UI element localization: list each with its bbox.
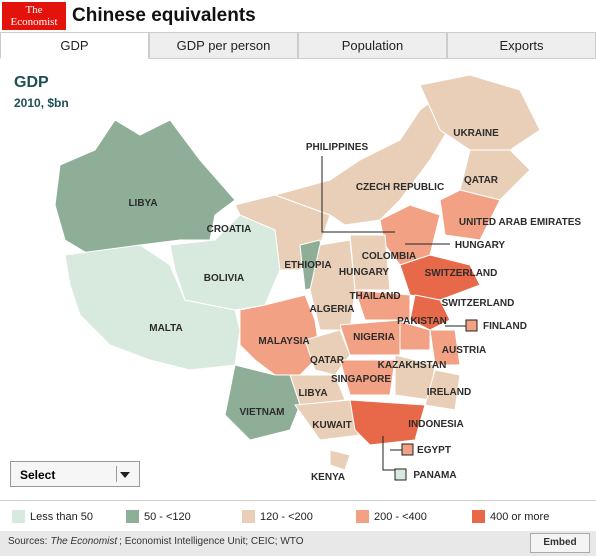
city-marker xyxy=(465,319,478,332)
region-label: FINLAND xyxy=(483,321,527,332)
region-label: SINGAPORE xyxy=(331,374,391,385)
embed-button[interactable]: Embed xyxy=(530,533,590,553)
region-label: INDONESIA xyxy=(408,419,464,430)
region-label: PHILIPPINES xyxy=(306,142,369,153)
region-label: COLOMBIA xyxy=(362,251,416,262)
province xyxy=(459,149,531,201)
region-label: UKRAINE xyxy=(453,128,499,139)
title: Chinese equivalents xyxy=(72,5,256,26)
province xyxy=(439,189,501,241)
legend-item: 120 - <200 xyxy=(242,510,313,523)
labels: UKRAINE QATAR PHILIPPINES CZECH REPUBLIC… xyxy=(128,128,581,483)
region-label: UNITED ARAB EMIRATES xyxy=(459,217,582,228)
province xyxy=(329,449,351,471)
region-label: PAKISTAN xyxy=(397,316,447,327)
legend-item: 400 or more xyxy=(472,510,549,523)
legend-swatch xyxy=(12,510,25,523)
legend-label: 400 or more xyxy=(490,510,550,523)
tab[interactable]: GDP xyxy=(0,32,149,59)
province xyxy=(419,74,541,151)
leader-line xyxy=(382,436,395,471)
map-subtitle: 2010, $bn xyxy=(14,96,69,110)
legend-label: 50 - <120 xyxy=(144,510,191,523)
province xyxy=(224,364,301,441)
map-title: GDP xyxy=(14,74,49,91)
region-label: LIBYA xyxy=(128,198,157,209)
tab[interactable]: Exports xyxy=(447,32,596,59)
logo: The Economist xyxy=(2,2,66,30)
map: GDP 2010, $bn xyxy=(14,74,581,483)
province xyxy=(339,319,401,356)
legend-item: 200 - <400 xyxy=(356,510,427,523)
region-label: VIETNAM xyxy=(240,407,285,418)
legend-item: 50 - <120 xyxy=(126,510,191,523)
region-label: NIGERIA xyxy=(353,332,395,343)
logo-line: Economist xyxy=(10,16,58,28)
region-label: KUWAIT xyxy=(312,420,351,431)
legend-item: Less than 50 xyxy=(12,510,93,523)
tabs: GDP GDP per person Population Exports xyxy=(0,32,596,59)
province xyxy=(54,119,236,256)
tab[interactable]: GDP per person xyxy=(149,32,298,59)
legend-swatch xyxy=(356,510,369,523)
province xyxy=(424,369,461,411)
legend: Less than 50 50 - <120 120 - <200 200 - <40… xyxy=(0,500,596,531)
select-label: Select xyxy=(20,468,56,482)
province xyxy=(409,294,451,331)
region-label: MALAYSIA xyxy=(258,336,309,347)
legend-label: Less than 50 xyxy=(30,510,93,523)
province xyxy=(239,294,321,376)
region-label: HUNGARY xyxy=(339,267,390,278)
region-label: HUNGARY xyxy=(455,240,506,251)
sources-italic: The Economist xyxy=(50,536,118,547)
leader-lines xyxy=(321,156,466,471)
region-label: AUSTRIA xyxy=(442,345,486,356)
leader-line xyxy=(321,156,395,233)
region-label: THAILAND xyxy=(349,291,400,302)
legend-swatch xyxy=(242,510,255,523)
legend-swatch xyxy=(126,510,139,523)
legend-label: 200 - <400 xyxy=(374,510,427,523)
region-label: SWITZERLAND xyxy=(425,268,498,279)
region-label: KENYA xyxy=(311,472,345,483)
province xyxy=(273,94,461,226)
sources-rest: ; Economist Intelligence Unit; CEIC; WTO xyxy=(119,536,304,547)
province xyxy=(339,359,396,396)
provinces xyxy=(54,74,541,471)
logo-line: The xyxy=(25,4,43,16)
city-marker xyxy=(394,468,407,481)
region-label: ALGERIA xyxy=(310,304,355,315)
region-label: BOLIVIA xyxy=(204,273,245,284)
select-dropdown[interactable]: Select xyxy=(10,461,140,487)
province xyxy=(169,214,281,311)
region-label: SWITZERLAND xyxy=(442,298,515,309)
footer: Sources: The Economist; Economist Intelli… xyxy=(0,531,596,556)
header: The Economist Chinese equivalents xyxy=(0,0,596,32)
legend-swatch xyxy=(472,510,485,523)
region-label: EGYPT xyxy=(417,445,451,456)
province xyxy=(349,399,426,446)
sources-prefix: Sources: xyxy=(8,536,48,547)
region-label: LIBYA xyxy=(298,388,327,399)
region-label: CZECH REPUBLIC xyxy=(356,182,444,193)
tab[interactable]: Population xyxy=(298,32,447,59)
province xyxy=(429,329,461,366)
legend-label: 120 - <200 xyxy=(260,510,313,523)
region-label: KAZAKHSTAN xyxy=(378,360,447,371)
region-label: PANAMA xyxy=(413,470,456,481)
region-label: IRELAND xyxy=(427,387,471,398)
region-label: QATAR xyxy=(310,355,345,366)
region-label: ETHIOPIA xyxy=(284,260,331,271)
city-marker xyxy=(401,443,414,456)
province xyxy=(349,234,391,291)
region-label: CROATIA xyxy=(207,224,252,235)
region-label: MALTA xyxy=(149,323,183,334)
region-label: QATAR xyxy=(464,175,499,186)
